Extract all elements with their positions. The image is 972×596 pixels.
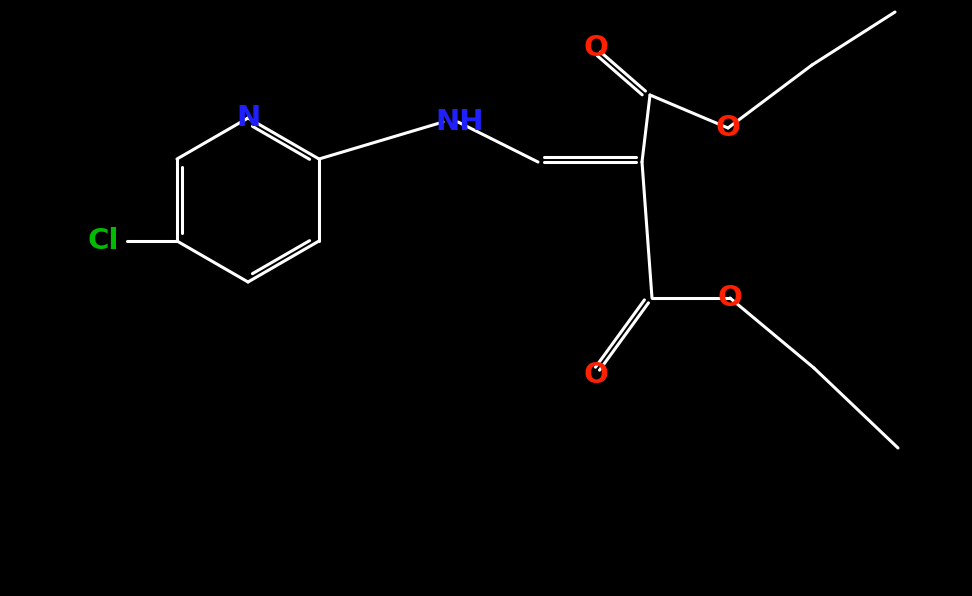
Text: N: N: [236, 104, 260, 132]
Text: O: O: [583, 34, 608, 62]
Text: Cl: Cl: [87, 227, 119, 255]
Text: O: O: [715, 114, 741, 142]
Text: O: O: [717, 284, 743, 312]
Text: NH: NH: [435, 108, 484, 136]
Text: O: O: [583, 361, 608, 389]
